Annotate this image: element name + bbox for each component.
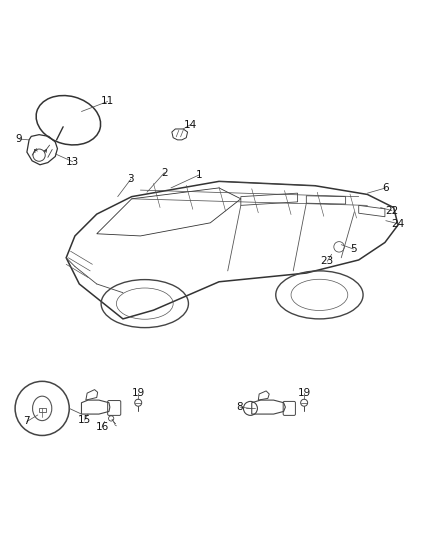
Text: 22: 22: [385, 206, 399, 216]
Text: 5: 5: [350, 244, 357, 254]
Text: 24: 24: [392, 219, 405, 229]
Text: 13: 13: [66, 157, 79, 167]
Text: 19: 19: [297, 388, 311, 398]
Text: 2: 2: [161, 168, 168, 177]
Text: 15: 15: [78, 415, 91, 425]
Text: 16: 16: [95, 422, 109, 432]
Text: 1: 1: [196, 170, 203, 180]
Text: 19: 19: [131, 388, 145, 398]
Text: 9: 9: [16, 134, 22, 144]
Text: 11: 11: [101, 96, 114, 107]
Text: 14: 14: [184, 119, 197, 130]
Text: 7: 7: [24, 416, 30, 426]
Text: 8: 8: [237, 402, 243, 412]
Text: 6: 6: [382, 183, 389, 193]
Text: 3: 3: [127, 174, 134, 184]
Text: 23: 23: [321, 256, 334, 266]
